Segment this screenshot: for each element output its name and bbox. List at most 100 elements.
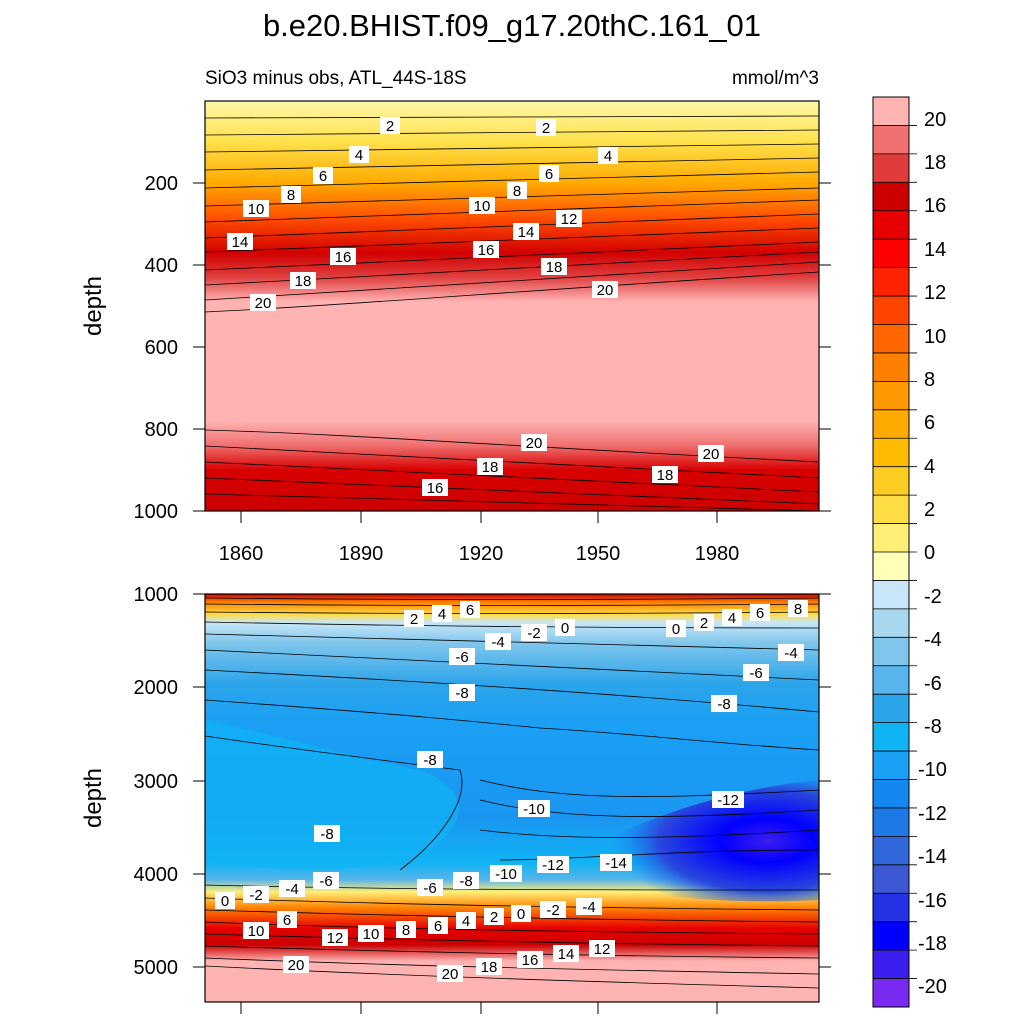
contour-label: -10 bbox=[490, 865, 522, 883]
contour-label: 20 bbox=[437, 965, 463, 983]
y-tick-label: 200 bbox=[145, 173, 178, 195]
contour-label: -10 bbox=[518, 800, 550, 818]
svg-text:-10: -10 bbox=[523, 801, 545, 818]
bottom-y-axis-label: depth bbox=[80, 768, 107, 828]
contour-label: 12 bbox=[556, 210, 582, 228]
colorbar-swatch bbox=[873, 381, 909, 411]
contour-label: -8 bbox=[453, 872, 479, 890]
colorbar-swatch bbox=[873, 495, 909, 525]
colorbar-swatch bbox=[873, 637, 909, 667]
y-tick-label: 1000 bbox=[134, 501, 179, 523]
bottom-contour-labels: 2 4 6 0 2 4 6 8 -4 -2 0 -6 -4 -6 -8 -8 -… bbox=[215, 600, 808, 983]
svg-text:14: 14 bbox=[518, 224, 535, 241]
contour-label: 8 bbox=[281, 186, 301, 204]
contour-label: -12 bbox=[712, 791, 744, 809]
contour-label: 0 bbox=[215, 892, 235, 910]
svg-text:18: 18 bbox=[546, 259, 563, 276]
svg-text:-12: -12 bbox=[717, 792, 739, 809]
contour-label: 16 bbox=[330, 248, 356, 266]
svg-text:-4: -4 bbox=[491, 634, 504, 651]
colorbar-label: 14 bbox=[924, 239, 946, 261]
y-tick-label: 5000 bbox=[134, 957, 179, 979]
top-contour-labels: 2 2 4 4 6 6 8 8 10 10 12 14 14 16 16 18 … bbox=[227, 117, 724, 497]
contour-label: 4 bbox=[349, 146, 369, 164]
contour-label: 6 bbox=[313, 167, 333, 185]
contour-label: 6 bbox=[750, 604, 770, 622]
contour-label: -14 bbox=[600, 854, 632, 872]
y-tick-label: 1000 bbox=[134, 584, 179, 606]
contour-label: 0 bbox=[511, 905, 531, 923]
svg-text:14: 14 bbox=[558, 946, 575, 963]
contour-label: -2 bbox=[521, 624, 547, 642]
colorbar-label: 2 bbox=[924, 499, 935, 521]
svg-text:8: 8 bbox=[402, 922, 410, 939]
svg-text:0: 0 bbox=[517, 906, 525, 923]
colorbar-label: -8 bbox=[924, 716, 942, 738]
colorbar-swatch bbox=[873, 438, 909, 468]
contour-label: -6 bbox=[449, 648, 475, 666]
svg-text:18: 18 bbox=[481, 959, 498, 976]
contour-label: 2 bbox=[536, 119, 556, 137]
chart-subtitle: SiO3 minus obs, ATL_44S-18S bbox=[205, 68, 467, 89]
contour-label: 10 bbox=[243, 200, 269, 218]
svg-text:6: 6 bbox=[756, 605, 764, 622]
colorbar-swatch bbox=[873, 751, 909, 780]
colorbar-label: -2 bbox=[924, 586, 942, 608]
colorbar-label: 4 bbox=[924, 456, 935, 478]
svg-text:0: 0 bbox=[672, 621, 680, 638]
colorbar-label: -18 bbox=[918, 933, 947, 955]
svg-text:-2: -2 bbox=[546, 902, 559, 919]
svg-text:-8: -8 bbox=[423, 752, 436, 769]
svg-text:-12: -12 bbox=[542, 857, 564, 874]
contour-label: 10 bbox=[358, 925, 384, 943]
colorbar-swatch bbox=[873, 950, 909, 980]
contour-label: -8 bbox=[711, 695, 737, 713]
contour-label: 4 bbox=[598, 147, 618, 165]
bottom-panel: 2 4 6 0 2 4 6 8 -4 -2 0 -6 -4 -6 -8 -8 -… bbox=[80, 584, 831, 1014]
colorbar-swatch bbox=[873, 722, 909, 752]
bottom-panel-frame bbox=[204, 593, 820, 1003]
svg-text:20: 20 bbox=[255, 295, 272, 312]
svg-text:10: 10 bbox=[363, 926, 380, 943]
svg-text:14: 14 bbox=[232, 234, 249, 251]
contour-label: -8 bbox=[314, 825, 340, 843]
contour-label: 20 bbox=[521, 434, 547, 452]
colorbar-label: 16 bbox=[924, 195, 946, 217]
contour-label: -12 bbox=[537, 856, 569, 874]
contour-label: 2 bbox=[380, 117, 400, 135]
svg-text:10: 10 bbox=[474, 198, 491, 215]
colorbar-label: 10 bbox=[924, 326, 946, 348]
colorbar: 20 18 16 14 12 10 8 6 4 2 0 -2 -4 -6 -8 … bbox=[872, 96, 947, 1008]
colorbar-swatch bbox=[873, 267, 909, 297]
contour-label: 12 bbox=[322, 929, 348, 947]
contour-label: 14 bbox=[227, 233, 253, 251]
contour-label: -6 bbox=[417, 879, 443, 897]
contour-label: 4 bbox=[722, 609, 742, 627]
contour-label: 10 bbox=[469, 197, 495, 215]
colorbar-swatch bbox=[873, 580, 909, 610]
contour-label: 2 bbox=[484, 908, 504, 926]
x-tick-label: 1980 bbox=[695, 543, 740, 565]
contour-label: 2 bbox=[694, 614, 714, 632]
svg-text:-6: -6 bbox=[319, 873, 332, 890]
colorbar-swatch bbox=[873, 97, 909, 126]
svg-text:4: 4 bbox=[438, 606, 446, 623]
svg-text:12: 12 bbox=[327, 930, 344, 947]
contour-label: 14 bbox=[553, 945, 579, 963]
contour-label: 16 bbox=[517, 951, 543, 969]
top-panel-frame bbox=[204, 100, 820, 512]
svg-text:0: 0 bbox=[221, 893, 229, 910]
svg-text:-6: -6 bbox=[423, 880, 436, 897]
y-tick-label: 600 bbox=[145, 337, 178, 359]
top-x-axis: 1860 1890 1920 1950 1980 bbox=[219, 511, 740, 565]
colorbar-swatch bbox=[873, 552, 909, 581]
svg-text:20: 20 bbox=[288, 957, 305, 974]
svg-text:-4: -4 bbox=[784, 645, 797, 662]
y-tick-label: 4000 bbox=[134, 864, 179, 886]
svg-text:-4: -4 bbox=[582, 899, 595, 916]
contour-label: -4 bbox=[576, 898, 602, 916]
x-tick-label: 1920 bbox=[459, 543, 504, 565]
contour-label: 6 bbox=[539, 165, 559, 183]
colorbar-label: -16 bbox=[918, 890, 947, 912]
svg-text:16: 16 bbox=[427, 480, 444, 497]
